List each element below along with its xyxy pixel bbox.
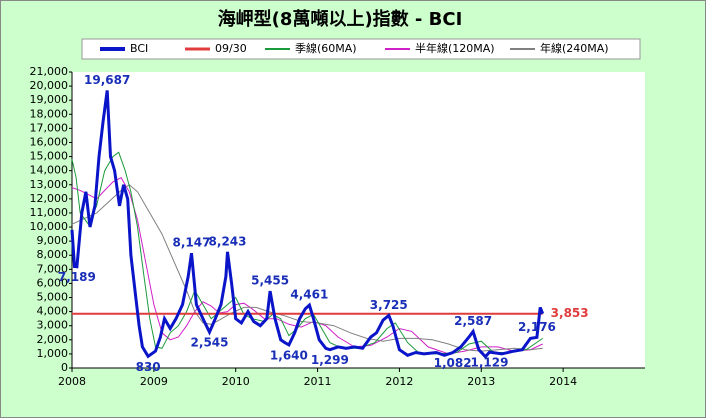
annotation: 1,640 [270,348,308,362]
y-tick-label: 20,000 [30,79,69,92]
legend-label: BCI [130,42,148,55]
y-tick-label: 0 [61,361,68,374]
y-tick-label: 8,000 [37,248,69,261]
y-tick-label: 18,000 [30,107,69,120]
y-tick-label: 17,000 [30,121,69,134]
y-tick-label: 13,000 [30,178,69,191]
legend-label: 09/30 [215,42,247,55]
annotation: 19,687 [84,73,130,87]
y-tick-label: 6,000 [37,276,69,289]
annotation: 1,082 [434,356,472,370]
y-tick-label: 14,000 [30,164,69,177]
y-tick-label: 19,000 [30,93,69,106]
series-line [71,184,543,352]
series-line [70,90,545,359]
x-tick-label: 2008 [58,375,86,388]
x-tick-label: 2014 [549,375,577,388]
y-tick-label: 9,000 [37,234,69,247]
legend-box [81,38,641,60]
y-tick-label: 15,000 [30,150,69,163]
annotation: 7,189 [58,270,96,284]
annotation: 1,129 [470,356,508,370]
annotation: 8,243 [209,234,247,248]
annotation: 1,299 [311,353,349,367]
legend-label: 半年線(120MA) [415,41,495,55]
annotation: 3,725 [370,298,408,312]
y-tick-label: 11,000 [30,206,69,219]
y-tick-label: 5,000 [37,291,69,304]
annotation: 4,461 [290,288,328,302]
annotation: 2,587 [454,314,492,328]
legend-label: 季線(60MA) [295,41,357,55]
legend-label: 年線(240MA) [540,41,609,55]
x-tick-label: 2009 [140,375,168,388]
y-tick-label: 21,000 [30,65,69,78]
x-tick-label: 2012 [385,375,413,388]
series-line [71,177,543,355]
x-tick-label: 2010 [222,375,250,388]
chart-title: 海岬型(8萬噸以上)指數 - BCI [218,8,463,30]
annotation: 8,147 [173,236,211,250]
x-tick-label: 2013 [467,375,495,388]
annotation: 830 [136,360,161,374]
y-tick-label: 2,000 [37,333,69,346]
x-tick-label: 2011 [304,375,332,388]
y-tick-label: 4,000 [37,305,69,318]
y-tick-label: 10,000 [30,220,69,233]
plot-area [72,72,645,368]
y-tick-label: 3,000 [37,319,69,332]
annotation: 3,853 [551,306,589,320]
y-tick-label: 12,000 [30,192,69,205]
y-tick-label: 7,000 [37,262,69,275]
y-tick-label: 1,000 [37,347,69,360]
y-tick-label: 16,000 [30,135,69,148]
annotation: 2,545 [191,336,229,350]
annotation: 5,455 [251,274,289,288]
annotation: 2,176 [518,320,556,334]
